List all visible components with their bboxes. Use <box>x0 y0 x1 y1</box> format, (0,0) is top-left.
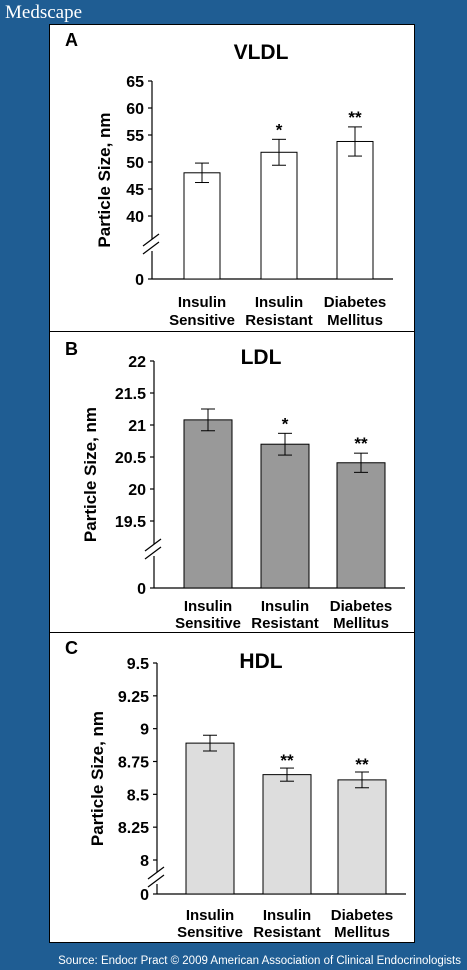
y-tick-label: 9.5 <box>127 656 149 673</box>
y-tick-label: 40 <box>126 209 144 226</box>
significance-marker: ** <box>348 108 362 127</box>
ldl-chart: B LDL Particle Size, nm 19.5 20 20.5 21 21.5 22 0… <box>65 339 405 632</box>
category-label: Diabetes <box>330 598 393 615</box>
bar <box>336 462 386 589</box>
bar <box>183 419 233 589</box>
significance-marker: ** <box>280 751 294 770</box>
y-tick-label: 8.25 <box>118 820 149 837</box>
y-tick-label: 8.5 <box>127 787 149 804</box>
bar <box>336 140 374 280</box>
axis-break-mark <box>147 866 165 880</box>
category-label: Insulin <box>184 598 232 615</box>
axis-break-mark <box>144 546 162 560</box>
category-label: Resistant <box>253 924 321 941</box>
category-label: Resistant <box>251 615 319 632</box>
y-tick-label: 45 <box>126 182 144 199</box>
category-label: Mellitus <box>327 312 383 329</box>
bar <box>337 779 387 895</box>
source-credit: Source: Endocr Pract © 2009 American Ass… <box>58 955 461 967</box>
bar <box>183 172 221 280</box>
y-tick-label: 22 <box>128 354 146 371</box>
axis-break-mark <box>142 233 160 247</box>
category-label: Insulin <box>178 294 226 311</box>
y-tick-label: 8 <box>140 853 149 870</box>
y-tick-label: 20 <box>128 482 146 499</box>
axis-break-mark <box>142 241 160 255</box>
y-axis-label: Particle Size, nm <box>81 407 100 542</box>
category-label: Sensitive <box>177 924 243 941</box>
category-label: Mellitus <box>334 924 390 941</box>
y-tick-label: 20.5 <box>115 450 146 467</box>
vldl-panel-letter: A <box>65 30 78 50</box>
bar <box>262 774 312 895</box>
bar <box>185 742 235 895</box>
hdl-chart: C HDL Particle Size, nm 8 8.25 8.5 8.75 9 9.25 9.… <box>65 638 406 941</box>
y-tick-label: 50 <box>126 155 144 172</box>
chart-panel-hdl: C HDL Particle Size, nm 8 8.25 8.5 8.75 9 9.25 9.… <box>49 632 415 943</box>
significance-marker: * <box>282 414 289 433</box>
chart-title: HDL <box>239 650 282 673</box>
y-tick-label: 9.25 <box>118 689 149 706</box>
y-axis-label: Particle Size, nm <box>95 112 114 247</box>
y-tick-label: 21 <box>128 418 146 435</box>
bar <box>260 443 310 589</box>
y-tick-label: 21.5 <box>115 386 146 403</box>
y-axis-label: Particle Size, nm <box>88 711 107 846</box>
category-label: Insulin <box>261 598 309 615</box>
category-label: Sensitive <box>175 615 241 632</box>
y-tick-label-zero: 0 <box>135 272 144 289</box>
axis-break-mark <box>144 538 162 552</box>
y-tick-label: 55 <box>126 128 144 145</box>
vldl-chart: A VLDL Particle Size, nm 40 45 50 55 60 65 0 Insul… <box>65 30 393 329</box>
category-label: Diabetes <box>324 294 387 311</box>
significance-marker: ** <box>354 434 368 453</box>
medscape-logo: Medscape <box>5 2 83 23</box>
chart-panel-vldl: A VLDL Particle Size, nm 40 45 50 55 60 65 0 Insul… <box>49 24 415 332</box>
chart-panel-ldl: B LDL Particle Size, nm 19.5 20 20.5 21 21.5 22 0… <box>49 331 415 633</box>
category-label: Mellitus <box>333 615 389 632</box>
chart-title: LDL <box>241 346 282 369</box>
category-label: Insulin <box>255 294 303 311</box>
chart-title: VLDL <box>234 41 289 64</box>
category-label: Insulin <box>263 907 311 924</box>
category-label: Sensitive <box>169 312 235 329</box>
y-tick-label: 9 <box>140 722 149 739</box>
y-tick-label: 19.5 <box>115 514 146 531</box>
category-label: Insulin <box>186 907 234 924</box>
category-label: Resistant <box>245 312 313 329</box>
axis-break-mark <box>147 874 165 888</box>
y-tick-label: 65 <box>126 74 144 91</box>
ldl-panel-letter: B <box>65 339 78 359</box>
category-label: Diabetes <box>331 907 394 924</box>
y-tick-label: 8.75 <box>118 755 149 772</box>
significance-marker: * <box>276 120 283 139</box>
y-tick-label-zero: 0 <box>137 581 146 598</box>
y-tick-label: 60 <box>126 101 144 118</box>
hdl-panel-letter: C <box>65 638 78 658</box>
bar <box>260 151 298 280</box>
y-tick-label-zero: 0 <box>140 887 149 904</box>
significance-marker: ** <box>355 755 369 774</box>
